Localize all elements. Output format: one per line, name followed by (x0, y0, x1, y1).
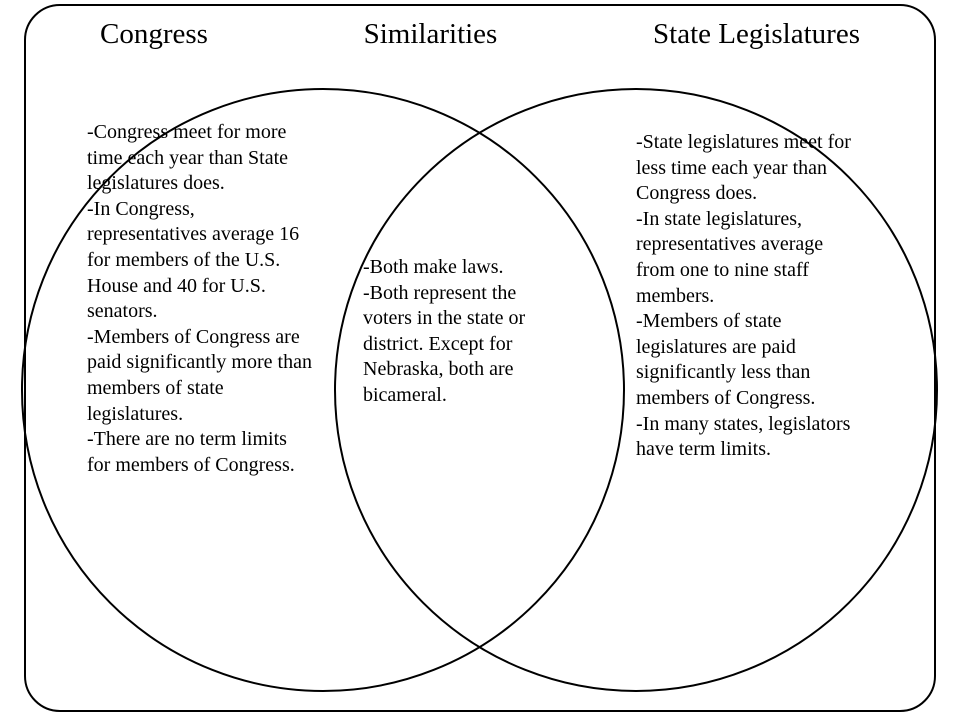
congress-text: -Congress meet for more time each year t… (87, 120, 312, 478)
state-legislatures-text: -State legislatures meet for less time e… (636, 130, 866, 463)
header-row: Congress Similarities State Legislatures (0, 18, 960, 51)
label-left: Congress (100, 18, 208, 51)
label-center: Similarities (364, 18, 498, 51)
label-right: State Legislatures (653, 18, 860, 51)
similarities-text: -Both make laws.-Both represent the vote… (363, 255, 535, 409)
